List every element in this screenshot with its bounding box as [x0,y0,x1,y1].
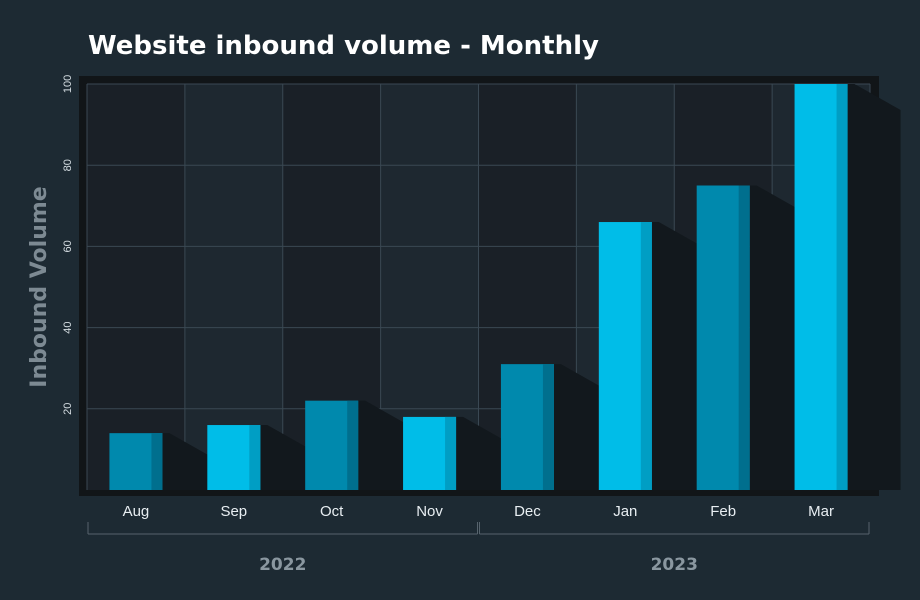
x-tick-label: Feb [710,503,736,520]
bar-side [542,364,554,490]
bar-side [249,425,261,490]
x-tick-label: Oct [320,503,344,520]
bar-shadow [456,416,510,490]
x-tick-label: Nov [416,503,443,520]
plot-column-bg [87,84,185,490]
y-tick-label: 80 [62,159,74,171]
group-label: 2022 [259,555,306,575]
plot-area: 20 40 60 80 100 Aug Sep Oct Nov Dec Jan Feb Mar 2022 2… [62,75,901,575]
y-tick-label: 100 [62,75,74,93]
bar-shadow [162,433,216,490]
plot-column-bg [184,84,283,490]
x-tick-label: Dec [514,503,541,520]
bar-side [836,84,848,490]
group-label: 2023 [651,555,698,575]
bar-side [151,433,163,490]
y-tick-label: 20 [62,403,74,415]
bar-shadow [260,425,314,490]
bar-side [738,185,750,490]
bar-shadow [651,222,705,491]
x-tick-label: Jan [613,503,637,520]
chart-title: Website inbound volume - Monthly [88,31,599,61]
x-tick-label: Sep [220,503,247,520]
bar-side [445,416,457,490]
bar-shadow [358,400,412,490]
x-tick-label: Mar [808,503,834,520]
bar-shadow [847,84,901,490]
bar-shadow [749,185,803,490]
bar-shadow [553,364,607,490]
y-axis-label: Inbound Volume [27,186,52,387]
bar-side [347,400,359,490]
y-tick-label: 40 [62,321,74,333]
bar-side [640,222,652,491]
x-tick-label: Aug [123,503,150,520]
y-tick-label: 60 [62,240,74,252]
